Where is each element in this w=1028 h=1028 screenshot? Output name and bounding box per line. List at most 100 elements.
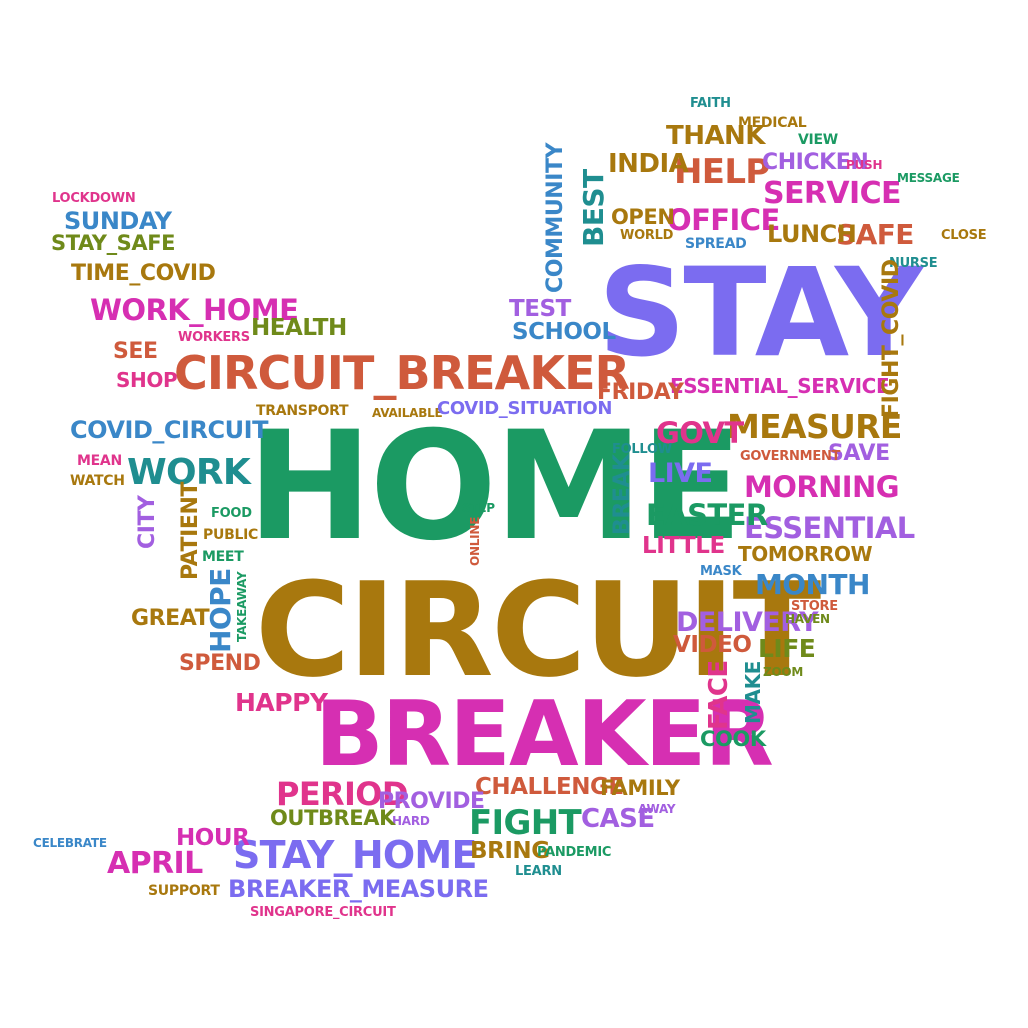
word-watch: WATCH [70, 473, 125, 489]
word-thank: THANK [666, 121, 765, 151]
word-sunday: SUNDAY [64, 207, 172, 235]
word-stay-home: STAY_HOME [233, 833, 477, 877]
word-view: VIEW [798, 132, 838, 148]
word-help: HELP [674, 152, 770, 192]
word-health: HEALTH [251, 315, 347, 341]
word-city: CITY [135, 495, 160, 549]
word-great: GREAT [131, 606, 210, 631]
word-step: STEP [462, 501, 495, 515]
word-make: MAKE [741, 661, 765, 724]
word-meet: MEET [202, 549, 244, 565]
word-transport: TRANSPORT [256, 403, 349, 419]
word-work-home: WORK_HOME [90, 293, 299, 327]
word-face: FACE [704, 660, 734, 730]
word-faith: FAITH [690, 96, 731, 111]
word-learn: LEARN [515, 864, 562, 879]
word-see: SEE [113, 339, 158, 364]
word-singapore-circuit: SINGAPORE_CIRCUIT [250, 905, 396, 920]
word-morning: MORNING [744, 470, 900, 504]
word-work: WORK [127, 452, 251, 493]
word-nurse: NURSE [889, 256, 938, 271]
word-essential: ESSENTIAL [744, 511, 915, 545]
word-circuit-breaker: CIRCUIT_BREAKER [174, 346, 630, 400]
word-office: OFFICE [667, 203, 780, 237]
word-away: AWAY [638, 802, 676, 816]
word-stay-safe: STAY_SAFE [51, 231, 176, 255]
word-workers: WORKERS [178, 330, 250, 345]
word-government: GOVERNMENT [740, 449, 841, 464]
word-spend: SPEND [179, 651, 261, 676]
word-life: LIFE [758, 634, 816, 663]
word-service: SERVICE [763, 176, 901, 211]
word-pandemic: PANDEMIC [537, 845, 612, 860]
word-govt: GOVT [656, 416, 744, 450]
word-month: MONTH [755, 568, 870, 601]
word-period: PERIOD [276, 775, 408, 813]
word-mean: MEAN [77, 453, 122, 469]
word-break: BREAK [610, 454, 635, 535]
word-haven: HAVEN [785, 612, 830, 626]
word-delivery: DELIVERY [676, 607, 819, 638]
word-little: LITTLE [642, 533, 725, 559]
word-push: PUSH [846, 158, 883, 172]
word-test: TEST [509, 296, 571, 322]
word-support: SUPPORT [148, 883, 220, 899]
word-hard: HARD [392, 814, 430, 828]
word-tomorrow: TOMORROW [738, 542, 873, 566]
word-safe: SAFE [836, 218, 914, 251]
word-save: SAVE [828, 441, 890, 466]
word-covid-circuit: COVID_CIRCUIT [70, 416, 268, 444]
word-food: FOOD [211, 506, 252, 521]
word-community: COMMUNITY [543, 142, 568, 293]
word-challenge: CHALLENGE [475, 774, 624, 800]
word-lunch: LUNCH [767, 220, 857, 248]
word-covid-situation: COVID_SITUATION [437, 398, 613, 419]
word-hour: HOUR [176, 825, 250, 851]
word-medical: MEDICAL [738, 115, 807, 131]
word-open: OPEN [611, 205, 675, 229]
word-circuit: CIRCUIT [255, 554, 821, 706]
word-breaker: BREAKER [315, 682, 774, 787]
word-spread: SPREAD [685, 236, 747, 252]
word-cook: COOK [700, 727, 766, 751]
word-time-covid: TIME_COVID [71, 261, 216, 286]
word-outbreak: OUTBREAK [270, 806, 395, 830]
word-live: LIVE [648, 458, 713, 489]
word-provide: PROVIDE [378, 789, 485, 814]
word-easter: EASTER [646, 498, 768, 532]
word-chicken: CHICKEN [762, 150, 869, 175]
word-hope: HOPE [204, 568, 237, 653]
word-patient: PATIENT [178, 482, 203, 580]
word-essential-service: ESSENTIAL_SERVICE [670, 374, 890, 398]
word-india: INDIA [608, 149, 689, 179]
word-home: HOME [247, 400, 743, 574]
word-available: AVAILABLE [372, 406, 443, 420]
word-message: MESSAGE [897, 171, 960, 185]
word-world: WORLD [620, 228, 674, 243]
word-breaker-measure: BREAKER_MEASURE [228, 875, 489, 903]
word-bring: BRING [470, 838, 550, 864]
word-celebrate: CELEBRATE [33, 836, 107, 850]
word-april: APRIL [107, 846, 203, 881]
word-measure: MEASURE [727, 407, 902, 446]
word-fight: FIGHT [469, 803, 582, 843]
word-lockdown: LOCKDOWN [52, 191, 136, 206]
word-store: STORE [791, 599, 838, 614]
word-case: CASE [581, 804, 655, 834]
word-zoom: ZOOM [763, 665, 804, 679]
word-family: FAMILY [600, 776, 680, 800]
word-takeaway: TAKEAWAY [235, 571, 249, 642]
word-happy: HAPPY [235, 688, 328, 717]
word-online: ONLINE [468, 516, 482, 566]
word-fight-covid: FIGHT_COVID [879, 259, 904, 418]
word-best: BEST [577, 169, 610, 248]
word-mask: MASK [700, 564, 742, 579]
word-stay: STAY [598, 242, 923, 384]
word-close: CLOSE [941, 228, 987, 243]
word-follow: FOLLOW [612, 442, 672, 457]
word-school: SCHOOL [512, 319, 616, 345]
word-friday: FRIDAY [597, 380, 684, 405]
word-public: PUBLIC [203, 527, 259, 543]
word-video: VIDEO [673, 632, 752, 658]
